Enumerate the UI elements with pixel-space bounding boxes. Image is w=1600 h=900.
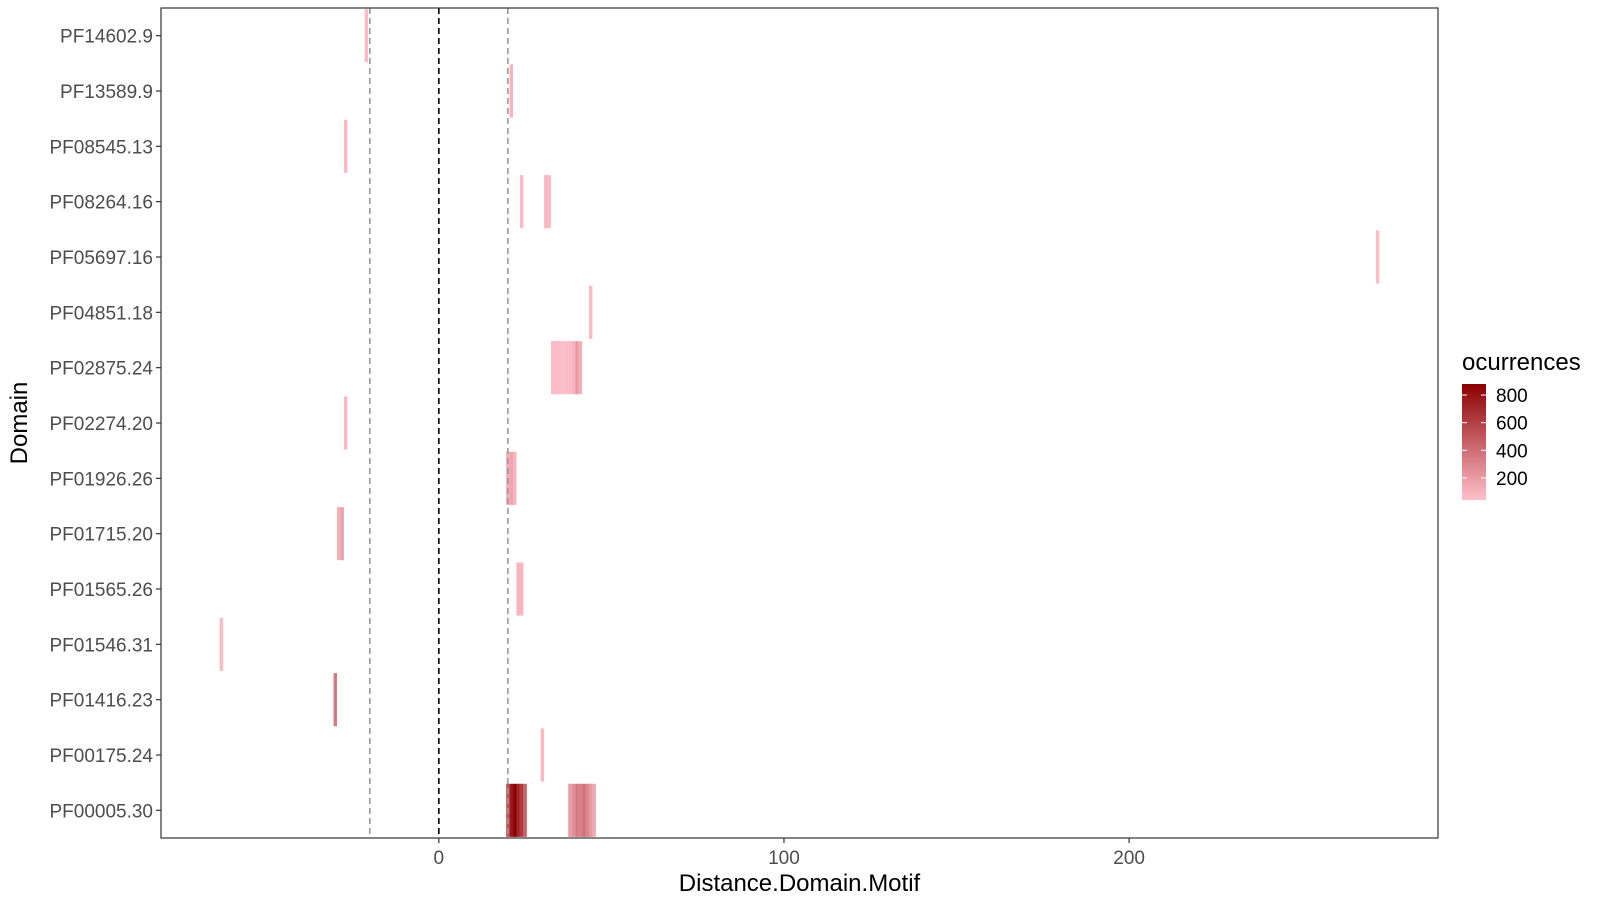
heatmap-cell xyxy=(343,396,348,450)
heatmap-cell xyxy=(571,783,576,837)
heatmap-cell xyxy=(585,783,589,837)
heatmap-cell xyxy=(516,783,520,837)
x-tick-label: 0 xyxy=(434,848,445,869)
y-tick-label: PF04851.18 xyxy=(49,303,153,324)
color-legend: ocurrences 200 400 600 800 xyxy=(1462,349,1581,500)
heatmap-cell xyxy=(519,562,524,616)
y-tick-label: PF01715.20 xyxy=(49,525,153,546)
reference-lines xyxy=(369,8,509,838)
y-tick-label: PF01565.26 xyxy=(49,580,153,601)
y-tick-label: PF01926.26 xyxy=(49,469,153,490)
heatmap-cell xyxy=(547,175,551,229)
heatmap-cell xyxy=(513,451,517,505)
heatmap-cell xyxy=(544,175,548,229)
heatmap-cell xyxy=(509,783,514,837)
heatmap-cell xyxy=(1375,230,1380,284)
y-tick-label: PF08264.16 xyxy=(49,193,153,214)
heatmap-cell xyxy=(588,285,593,339)
y-tick-label: PF08545.13 xyxy=(49,137,153,158)
heatmap-cell xyxy=(564,341,569,395)
y-axis: PF14602.9 PF13589.9 PF08545.13 PF08264.16 PF… xyxy=(49,27,161,822)
heatmap-cell xyxy=(568,783,572,837)
y-tick-label: PF00175.24 xyxy=(49,746,153,767)
heatmap-cell xyxy=(551,341,555,395)
y-tick-label: PF05697.16 xyxy=(49,248,153,269)
heatmap-cell xyxy=(592,783,596,837)
heatmap-cell xyxy=(523,783,527,837)
heatmap-cell xyxy=(513,783,517,837)
heatmap-cell xyxy=(340,507,344,561)
y-tick-label: PF02875.24 xyxy=(49,359,153,380)
legend-tick-label: 800 xyxy=(1496,386,1528,407)
y-tick-label: PF14602.9 xyxy=(60,27,153,48)
y-tick-label: PF01546.31 xyxy=(49,635,153,656)
heatmap-cell xyxy=(540,728,545,782)
heatmap-cell xyxy=(519,175,524,229)
heatmap-cells xyxy=(219,9,1380,837)
heatmap-cell xyxy=(575,341,579,395)
heatmap-cell xyxy=(337,507,341,561)
legend-colorbar xyxy=(1462,384,1486,500)
x-axis: 0 100 200 xyxy=(434,838,1145,869)
heatmap-cell xyxy=(575,783,579,837)
x-tick-label: 100 xyxy=(768,848,800,869)
heatmap-cell xyxy=(571,341,576,395)
heatmap-cell xyxy=(578,783,583,837)
heatmap-cell xyxy=(588,783,593,837)
y-axis-title: Domain xyxy=(6,382,33,465)
heatmap-cell xyxy=(509,451,514,505)
heatmap-cell xyxy=(333,673,338,727)
heatmap-cell xyxy=(519,783,524,837)
y-tick-label: PF00005.30 xyxy=(49,801,153,822)
heatmap-cell xyxy=(364,9,369,63)
heatmap-cell xyxy=(557,341,562,395)
y-tick-label: PF13589.9 xyxy=(60,82,153,103)
heatmap-cell xyxy=(568,341,572,395)
heatmap-cell xyxy=(509,64,514,118)
heatmap-cell xyxy=(516,562,520,616)
heatmap-cell xyxy=(219,617,224,671)
legend-tick-label: 600 xyxy=(1496,414,1528,435)
legend-tick-label: 400 xyxy=(1496,441,1528,462)
y-tick-label: PF02274.20 xyxy=(49,414,153,435)
heatmap-cell xyxy=(554,341,558,395)
heatmap-cell xyxy=(582,783,586,837)
x-axis-title: Distance.Domain.Motif xyxy=(679,870,921,897)
heatmap-cell xyxy=(343,119,348,173)
legend-title: ocurrences xyxy=(1462,349,1581,376)
legend-tick-label: 200 xyxy=(1496,469,1528,490)
legend-ticks: 200 400 600 800 xyxy=(1462,386,1528,490)
heatmap-cell xyxy=(561,341,565,395)
heatmap-cell xyxy=(578,341,583,395)
y-tick-label: PF01416.23 xyxy=(49,691,153,712)
plot-panel xyxy=(161,8,1438,838)
x-tick-label: 200 xyxy=(1113,848,1145,869)
